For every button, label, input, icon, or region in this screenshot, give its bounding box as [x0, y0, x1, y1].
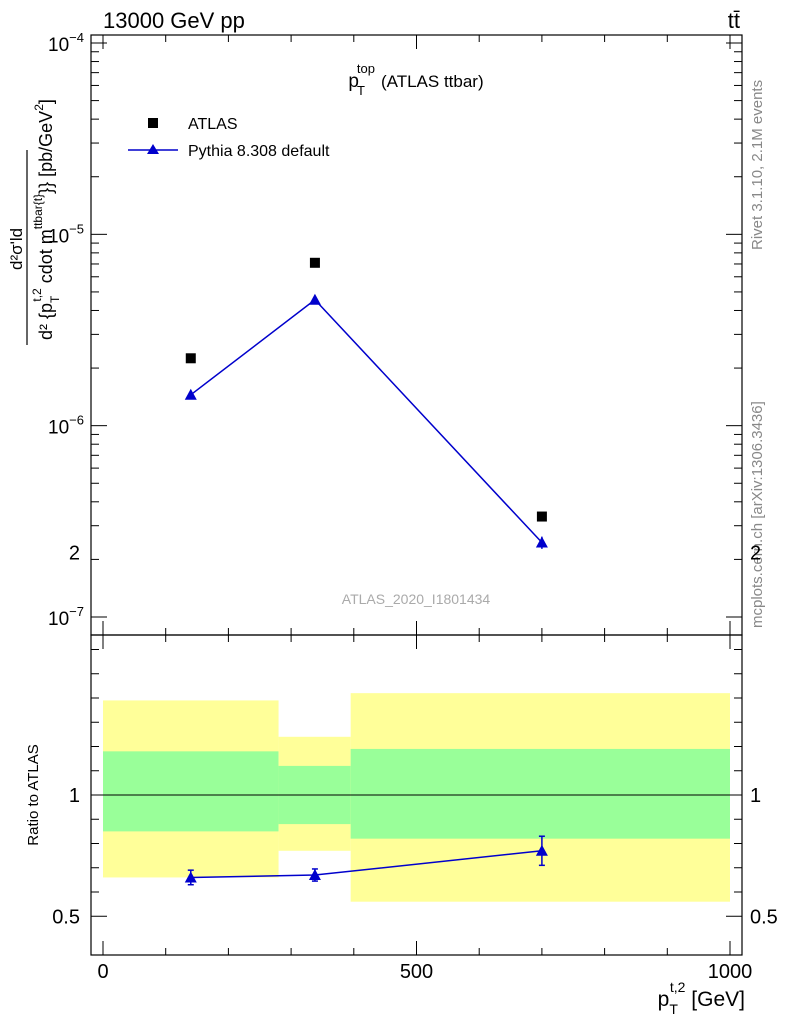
header-process: tt̄	[728, 8, 740, 33]
y-tick-label: 10−6	[48, 413, 84, 439]
x-axis-label: pTt,2 [GeV]	[658, 979, 745, 1017]
ratio-mc-point	[535, 844, 548, 856]
y-tick-exponent: −7	[69, 604, 84, 619]
ratio-tick-label-left: 2	[69, 543, 80, 565]
mcplots-label: mcplots.cern.ch [arXiv:1306.3436]	[749, 401, 766, 628]
title-rest: (ATLAS ttbar)	[381, 72, 484, 91]
ratio-tick-label-right: 2	[750, 543, 761, 565]
ylabel-den-sup: t,2	[30, 288, 44, 302]
y-tick-exponent: −6	[69, 413, 84, 428]
mc-point	[535, 536, 548, 548]
legend-data-label: ATLAS	[188, 116, 238, 133]
ylabel-den-sup2: ttbar{t}	[31, 194, 45, 229]
ylabel-den-a: d² {p	[36, 303, 56, 340]
y-tick-label: 10−7	[48, 604, 84, 630]
ylabel-den-d: ]	[36, 99, 56, 104]
ylabel-denominator: d² {pTt,2 cdot mttbar{t}}} [pb/GeV2]	[30, 99, 62, 340]
ratio-tick-label-right: 1	[750, 785, 761, 807]
x-tick-label: 0	[97, 961, 108, 983]
legend-mc-marker	[147, 144, 159, 154]
ylabel-den-sup3: 2	[32, 104, 46, 111]
x-tick-label: 1000	[708, 961, 753, 983]
ratio-band-inner	[350, 748, 730, 839]
ratio-tick-label-left: 0.5	[52, 906, 80, 928]
main-title: pTtop (ATLAS ttbar)	[348, 61, 483, 98]
ratio-ylabel: Ratio to ATLAS	[25, 744, 42, 845]
ratio-band-inner	[103, 751, 279, 832]
y-tick-mantissa: 10	[48, 226, 69, 247]
y-tick-label: 10−5	[48, 221, 84, 247]
ratio-uncertainty-bands	[103, 693, 730, 902]
ratio-plot-frame: 0 500 1000 0.5 0.5 1 1 2 2	[52, 543, 778, 984]
main-ylabel: d²σ'ld d² {pTt,2 cdot mttbar{t}}} [pb/Ge…	[7, 99, 62, 345]
analysis-tag: ATLAS_2020_I1801434	[342, 591, 491, 607]
ylabel-numerator: d²σ'ld	[7, 228, 26, 270]
data-point	[309, 257, 320, 268]
mc-point	[184, 388, 197, 400]
data-point	[536, 511, 547, 522]
xlabel-unit: [GeV]	[685, 988, 745, 1011]
mc-point	[308, 293, 321, 305]
title-sub: T	[357, 83, 365, 98]
legend-mc-label: Pythia 8.308 default	[188, 143, 330, 160]
xlabel-p: p	[658, 988, 670, 1011]
rivet-label: Rivet 3.1.10, 2.1M events	[749, 80, 766, 250]
ylabel-den-sub: T	[48, 295, 62, 303]
ratio-tick-label-right: 0.5	[750, 906, 778, 928]
header-energy: 13000 GeV pp	[103, 8, 245, 33]
title-p: p	[348, 71, 359, 92]
y-tick-mantissa: 10	[48, 609, 69, 630]
main-series	[184, 257, 548, 549]
y-tick-exponent: −5	[69, 221, 84, 236]
y-tick-label: 10−4	[48, 30, 84, 56]
x-tick-label: 500	[400, 961, 433, 983]
y-tick-mantissa: 10	[48, 35, 69, 56]
xlabel-sub: T	[669, 1001, 678, 1017]
mc-line	[190, 298, 543, 544]
ratio-mc-point	[184, 871, 197, 883]
title-sup: top	[357, 61, 375, 76]
legend: ATLAS Pythia 8.308 default	[128, 116, 330, 160]
ratio-mc-point	[308, 869, 321, 881]
ylabel-den-b: cdot m	[36, 229, 56, 288]
xlabel-sup: t,2	[670, 979, 686, 995]
ylabel-den-c: }} [pb/GeV	[36, 111, 56, 194]
ratio-series	[184, 835, 548, 886]
y-tick-exponent: −4	[69, 30, 84, 45]
legend-data-marker	[148, 118, 158, 128]
data-point	[185, 353, 196, 364]
y-tick-mantissa: 10	[48, 418, 69, 439]
ratio-tick-label-left: 1	[69, 785, 80, 807]
